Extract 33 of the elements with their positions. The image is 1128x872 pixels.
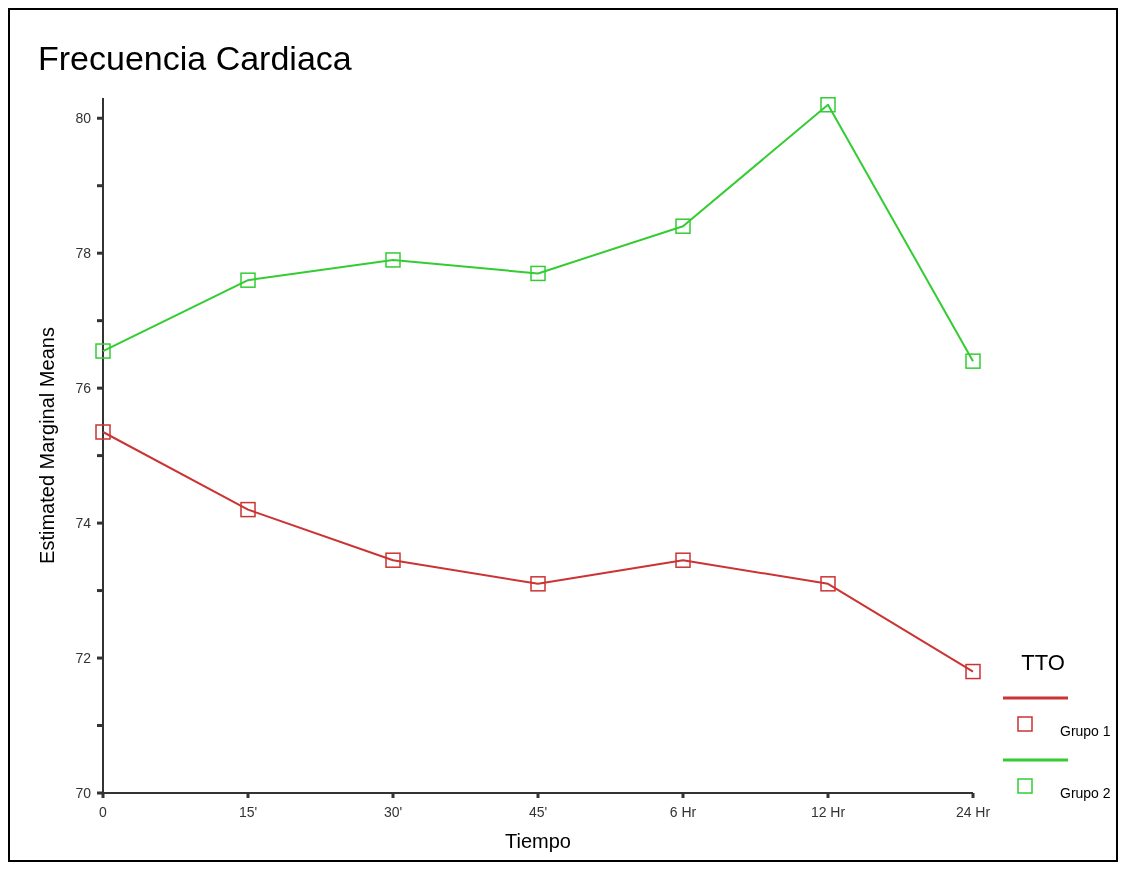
legend-label: Grupo 2 <box>1060 785 1111 801</box>
y-tick-label: 70 <box>75 784 92 801</box>
x-tick-label: 45' <box>528 804 548 820</box>
y-axis-title: Estimated Marginal Means <box>36 327 58 564</box>
y-tick-label: 72 <box>75 649 92 666</box>
point <box>675 218 691 234</box>
point <box>820 97 836 113</box>
x-tick-label: 0 <box>99 804 108 820</box>
chart-title: Frecuencia Cardiaca <box>38 39 352 77</box>
y-tick-label: 76 <box>75 380 92 397</box>
x-axis-title: Tiempo <box>505 830 571 852</box>
x-tick-label: 30' <box>383 804 403 820</box>
y-tick-label: 78 <box>75 245 92 262</box>
point <box>385 552 401 568</box>
x-tick-label: 15' <box>238 804 258 820</box>
y-tick-label: 74 <box>75 515 92 531</box>
point <box>95 343 111 359</box>
y-tick-label: 80 <box>75 110 92 127</box>
point <box>965 663 981 680</box>
legend-title: TTO <box>1021 650 1065 675</box>
point <box>965 353 981 369</box>
x-tick-label: 24 Hr <box>955 804 991 820</box>
point <box>530 576 546 592</box>
point <box>530 265 546 282</box>
point <box>240 272 256 288</box>
point <box>95 424 111 440</box>
point <box>385 252 401 268</box>
x-tick-label: 6 Hr <box>669 804 697 820</box>
point <box>820 576 836 592</box>
point <box>240 501 256 518</box>
x-tick-label: 12 Hr <box>810 804 846 820</box>
legend-label: Grupo 1 <box>1060 723 1111 739</box>
point <box>675 552 691 568</box>
